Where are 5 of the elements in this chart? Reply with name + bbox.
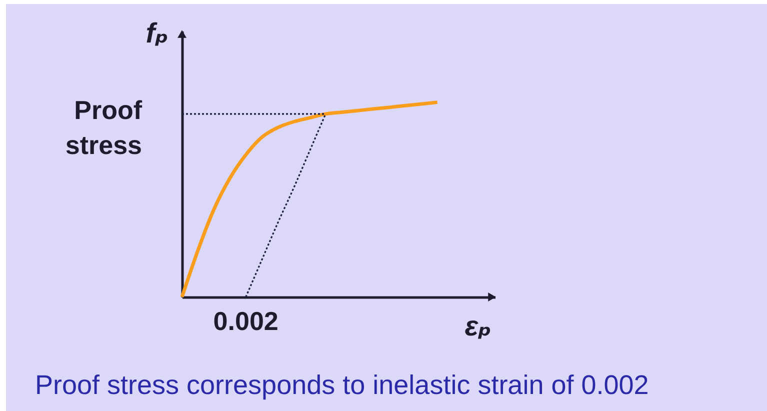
- text: Proof stress: [65, 95, 142, 160]
- x-axis-title: εₚ: [464, 310, 492, 342]
- text: Proof stress corresponds to inelastic strain of 0.002: [35, 370, 649, 400]
- annotation: 0.002: [213, 306, 278, 336]
- y-axis-title: fₚ: [146, 18, 168, 48]
